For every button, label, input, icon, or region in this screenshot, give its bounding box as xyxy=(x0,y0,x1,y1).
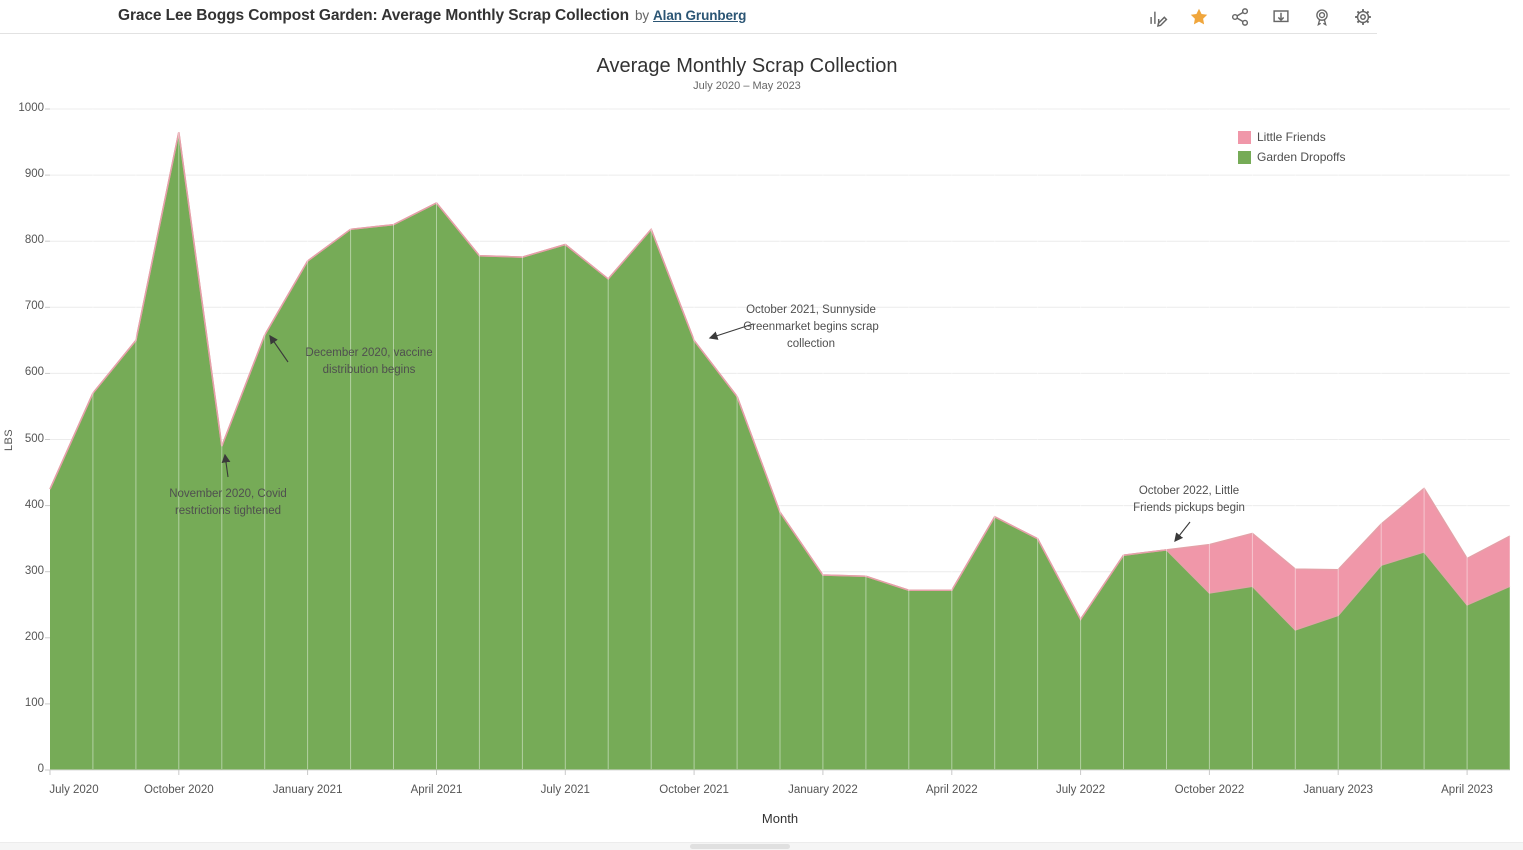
legend-item-little-friends[interactable]: Little Friends xyxy=(1238,127,1346,147)
bottom-scrollbar-track xyxy=(0,842,1523,850)
x-tick-label: October 2020 xyxy=(143,784,214,796)
y-tick-label: 0 xyxy=(37,763,44,775)
y-tick-label: 300 xyxy=(24,564,44,577)
page-title: Grace Lee Boggs Compost Garden: Average … xyxy=(118,7,746,25)
share-icon[interactable] xyxy=(1229,6,1250,27)
x-tick-label: April 2021 xyxy=(410,784,463,796)
y-tick-label: 400 xyxy=(24,498,44,511)
y-tick-label: 1000 xyxy=(18,102,44,114)
annotation-greenmarket: October 2021, Sunnyside Greenmarket begin… xyxy=(743,304,879,350)
download-icon[interactable] xyxy=(1270,6,1291,27)
x-tick-label: July 2021 xyxy=(540,784,590,796)
x-tick-label: July 2022 xyxy=(1055,784,1106,796)
y-tick-label: 600 xyxy=(24,366,44,379)
toolbar xyxy=(1147,6,1373,27)
chart-title: Average Monthly Scrap Collection xyxy=(596,55,898,77)
legend-label: Garden Dropoffs xyxy=(1257,150,1346,164)
x-tick-label: July 2020 xyxy=(49,784,99,796)
x-tick-label: October 2021 xyxy=(659,784,729,796)
y-tick-label: 200 xyxy=(24,630,44,643)
header: Grace Lee Boggs Compost Garden: Average … xyxy=(0,0,1523,33)
x-tick-label: October 2022 xyxy=(1174,784,1245,796)
edit-viz-icon[interactable] xyxy=(1147,6,1168,27)
x-tick-label: January 2023 xyxy=(1303,784,1374,796)
x-tick-label: April 2022 xyxy=(925,784,978,796)
legend-swatch xyxy=(1238,150,1251,164)
x-tick-label: January 2021 xyxy=(272,784,343,796)
author-link[interactable]: Alan Grunberg xyxy=(653,8,747,23)
award-icon[interactable] xyxy=(1311,6,1332,27)
x-axis-title: Month xyxy=(761,811,799,826)
x-tick-label: April 2023 xyxy=(1441,784,1493,796)
y-tick-label: 800 xyxy=(24,234,44,247)
header-divider xyxy=(0,33,1377,34)
favorite-star-icon[interactable] xyxy=(1188,6,1209,27)
annotation-vaccine: December 2020, vaccine distribution begin… xyxy=(305,347,433,376)
chart-subtitle: July 2020 – May 2023 xyxy=(693,80,801,92)
legend-item-garden-dropoffs[interactable]: Garden Dropoffs xyxy=(1238,147,1346,167)
y-tick-label: 100 xyxy=(24,696,44,709)
y-tick-label: 900 xyxy=(24,168,44,181)
bottom-scrollbar-thumb[interactable] xyxy=(690,844,790,849)
legend: Little Friends Garden Dropoffs xyxy=(1238,127,1346,167)
annotation-little-friends: October 2022, Little Friends pickups begi… xyxy=(1133,485,1245,514)
y-tick-label: 500 xyxy=(24,432,44,445)
legend-label: Little Friends xyxy=(1257,130,1326,144)
viz-title-text: Grace Lee Boggs Compost Garden: Average … xyxy=(118,7,629,24)
y-tick-label: 700 xyxy=(24,300,44,313)
settings-gear-icon[interactable] xyxy=(1352,6,1373,27)
annotation-covid: November 2020, Covid restrictions tighten… xyxy=(169,488,287,517)
byline: by xyxy=(634,8,650,23)
x-tick-label: January 2022 xyxy=(788,784,858,796)
legend-swatch xyxy=(1238,130,1251,144)
